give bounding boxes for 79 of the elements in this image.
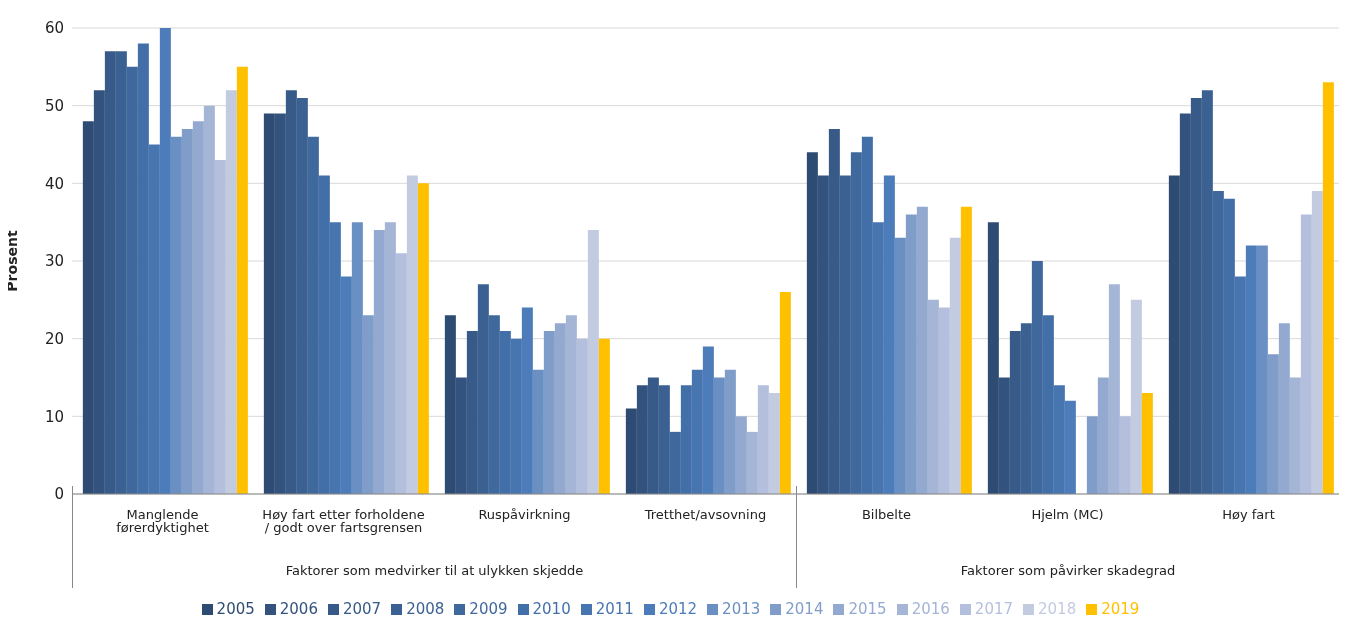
bar (768, 393, 780, 494)
y-tick-label: 20 (44, 329, 64, 348)
legend-label: 2017 (974, 600, 1014, 618)
bar (351, 222, 363, 494)
legend-label: 2013 (722, 600, 761, 618)
bar (960, 206, 972, 494)
y-tick-label: 0 (54, 485, 64, 504)
legend-label: 2009 (469, 600, 508, 618)
bar (735, 416, 747, 494)
bar (938, 307, 950, 494)
bar (554, 323, 566, 494)
bar (543, 330, 555, 494)
bar (746, 431, 758, 494)
bar (576, 338, 588, 494)
bar (916, 206, 928, 494)
legend-label: 2016 (911, 600, 950, 618)
bar (214, 160, 226, 494)
x-tick-label: Ruspåvirkning (478, 507, 571, 523)
bar (724, 369, 736, 494)
legend-label: 2018 (1038, 600, 1077, 618)
y-tick-label: 60 (44, 19, 64, 38)
bar (1300, 214, 1312, 494)
bar (395, 253, 407, 494)
bar (1289, 377, 1301, 494)
bar (1119, 416, 1131, 494)
y-tick-label: 50 (44, 96, 64, 115)
bar (587, 229, 599, 494)
bar (713, 377, 725, 494)
y-tick-label: 40 (44, 174, 64, 193)
x-tick-label: Høy fart (1222, 507, 1275, 523)
x-tick-label: Bilbelte (861, 507, 912, 523)
bar (1278, 323, 1290, 494)
legend-label: 2010 (532, 600, 571, 618)
bar (1130, 299, 1142, 494)
bar (894, 237, 906, 494)
bar (225, 90, 237, 494)
bar (236, 66, 248, 494)
bar (170, 136, 182, 494)
bar (384, 222, 396, 494)
legend-label: 2006 (279, 600, 318, 618)
bar (598, 338, 610, 494)
y-tick-label: 10 (44, 407, 64, 426)
text: Faktorer som påvirker skadegrad (960, 563, 1176, 578)
bar (1086, 416, 1098, 494)
legend-label: 2012 (658, 600, 698, 618)
x-tick-label: Høy fart etter forholdene / godt over fartsgrensen (262, 507, 425, 536)
bar (779, 292, 791, 494)
bar (1267, 354, 1279, 494)
bar (203, 105, 215, 494)
legend-label: 2005 (216, 600, 255, 618)
bar (373, 229, 385, 494)
bar (1097, 377, 1109, 494)
bar (362, 315, 374, 494)
x-tick-label: Manglende førerdyktighet (116, 507, 209, 536)
bar (532, 369, 544, 494)
bar (1311, 191, 1323, 494)
text: Faktorer som medvirker til at ulykken skjedde (285, 563, 584, 578)
bar (406, 175, 418, 494)
bar (927, 299, 939, 494)
legend-label: 2008 (406, 600, 445, 618)
bar (1322, 82, 1334, 494)
legend-label: 2015 (848, 600, 887, 618)
bar (949, 237, 961, 494)
x-tick-label: Tretthet/avsovning (643, 507, 767, 523)
y-tick-label: 30 (44, 252, 64, 271)
legend-label: 2014 (785, 600, 824, 618)
legend-label: 2011 (595, 600, 634, 618)
legend-label: 2019 (1101, 600, 1140, 618)
bar (1141, 393, 1153, 494)
bar (192, 121, 204, 494)
bar (417, 183, 429, 494)
bar (565, 315, 577, 494)
bar (1108, 284, 1120, 494)
legend-label: 2007 (342, 600, 382, 618)
x-tick-label: Hjelm (MC) (1031, 507, 1104, 523)
bar (757, 385, 769, 494)
bar (905, 214, 917, 494)
bar (1256, 245, 1268, 494)
bar (181, 128, 193, 494)
